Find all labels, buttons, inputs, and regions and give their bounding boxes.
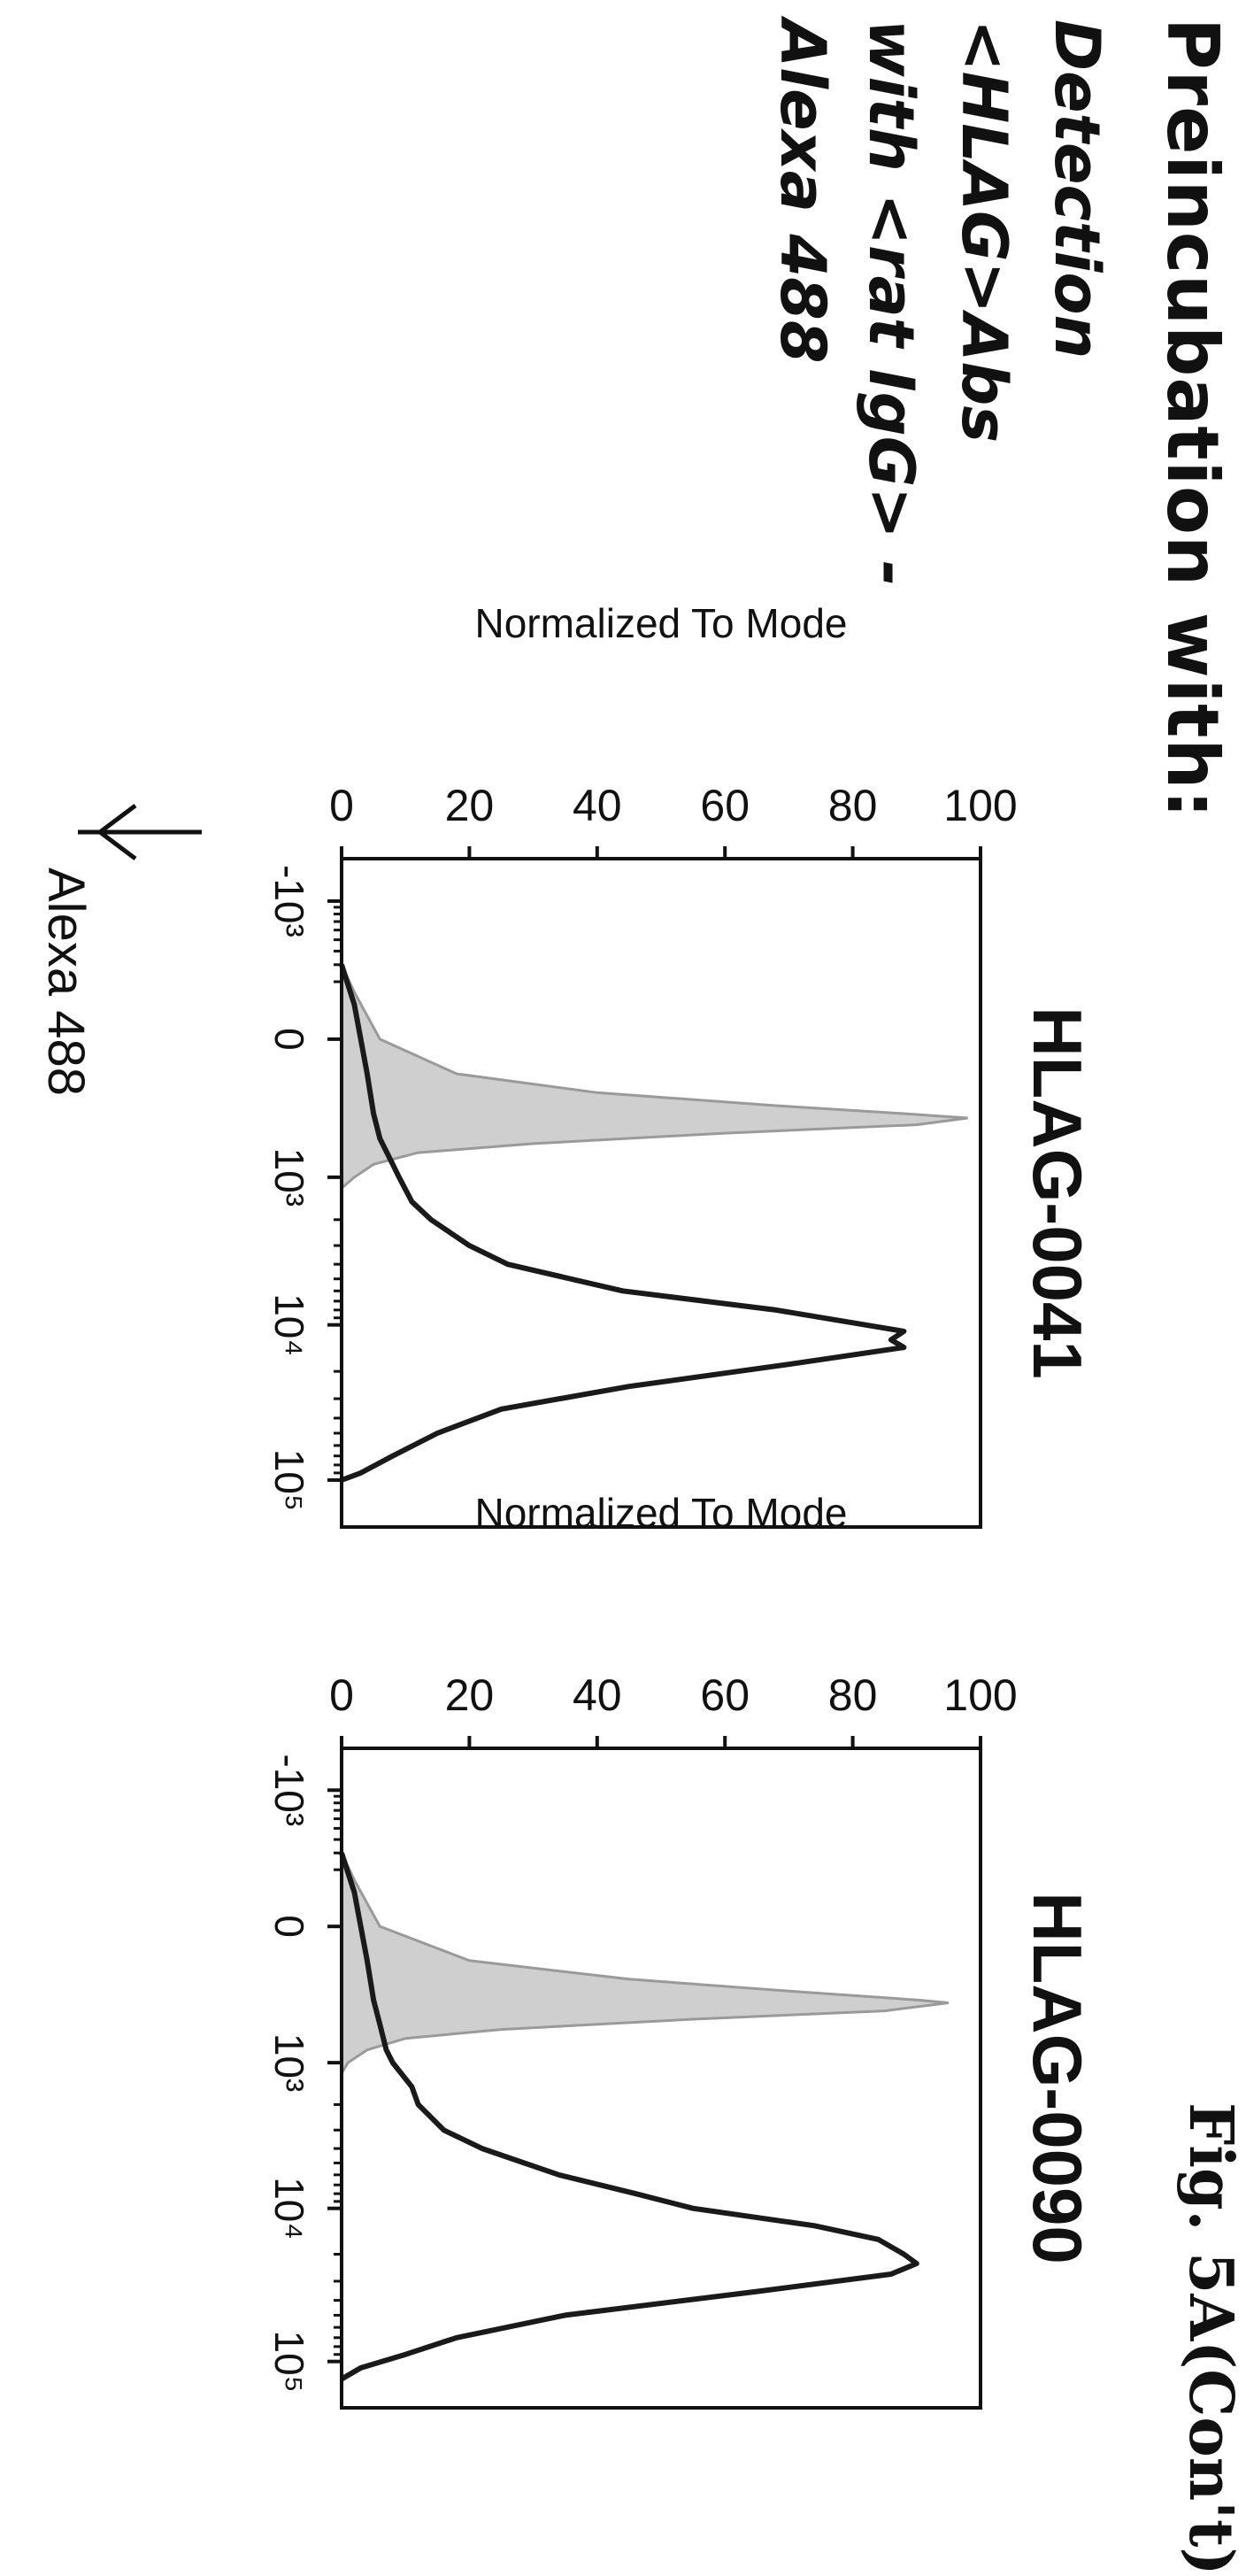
x-tick-label: 10⁵	[266, 1449, 312, 1511]
x-tick-label: 10³	[266, 2033, 312, 2092]
sample-histogram	[339, 963, 907, 1483]
sample-histogram	[339, 1852, 919, 2382]
y-axis-label: Normalized To Mode	[474, 600, 847, 646]
x-tick-label: 0	[266, 1915, 312, 1938]
y-tick-label: 60	[700, 1670, 750, 1720]
figure-caption: Fig. 5A(Con't)	[1175, 2102, 1246, 2576]
y-tick-label: 20	[445, 781, 495, 830]
y-axis-label: Normalized To Mode	[474, 1490, 847, 1536]
figure-canvas: Preincubation with: Detection <HLAG>Abs …	[37, 18, 1246, 2576]
y-tick-label: 40	[573, 781, 622, 830]
y-tick-label: 0	[329, 1670, 354, 1720]
plot-frame	[340, 1747, 982, 2410]
control-histogram	[340, 1852, 950, 2079]
x-tick-label: -10³	[266, 1754, 312, 1826]
detection-line: with <rat IgG> -	[855, 19, 927, 587]
y-tick-label: 80	[828, 781, 878, 830]
x-tick-label: 0	[266, 1028, 312, 1051]
x-tick-label: -10³	[266, 865, 312, 937]
y-tick-label: 40	[573, 1670, 622, 1720]
chart-1: HLAG-0041 Normalized To Mode 0 20 40 60 80 100 -…	[266, 600, 1096, 1529]
histogram-plots: HLAG-0041 Normalized To Mode 0 20 40 60 80 100 -…	[266, 600, 1096, 2410]
chart-title: HLAG-0090	[1019, 1892, 1096, 2264]
x-tick-label: 10⁵	[266, 2331, 312, 2393]
control-histogram	[340, 964, 968, 1192]
y-tick-label: 100	[943, 781, 1017, 830]
preincubation-heading: Preincubation with:	[1151, 18, 1234, 820]
chart-title: HLAG-0041	[1019, 1006, 1096, 1378]
y-tick-label: 0	[329, 781, 354, 830]
detection-line: Alexa 488	[766, 19, 839, 364]
arrow-head-icon	[96, 804, 137, 860]
detection-line: Detection	[1041, 19, 1113, 359]
x-tick-label: 10⁴	[266, 2177, 312, 2240]
x-tick-label: 10⁴	[266, 1293, 312, 1356]
y-tick-label: 100	[943, 1670, 1017, 1720]
plot-frame	[340, 857, 982, 1529]
x-axis-label: Alexa 488	[37, 868, 95, 1096]
chart-2: HLAG-0090 Normalized To Mode 0 20 40 60 80 100 -…	[266, 1490, 1096, 2410]
y-tick-label: 80	[828, 1670, 878, 1720]
y-tick-label: 60	[700, 781, 750, 830]
x-tick-label: 10³	[266, 1148, 312, 1207]
y-tick-label: 20	[445, 1670, 495, 1720]
detection-line: <HLAG>Abs	[948, 19, 1020, 443]
